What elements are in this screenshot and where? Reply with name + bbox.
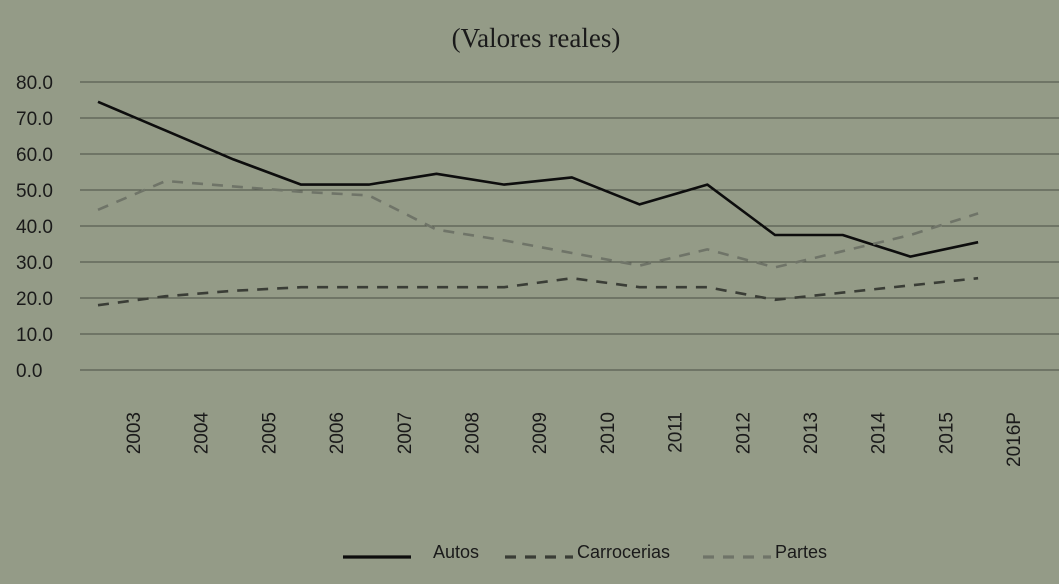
legend-label-partes: Partes [775,542,827,562]
y-tick-label: 80.0 [16,73,53,94]
x-tick-label: 2012 [733,412,754,454]
x-axis-ticks: 2003 2004 2005 2006 2007 2008 2009 2010 2011 2012… [124,412,1025,467]
legend-label-carrocerias: Carrocerias [577,542,670,562]
y-axis-ticks: 0.0 10.0 20.0 30.0 40.0 50.0 60.0 70.0 80.0 [16,73,53,382]
y-tick-label: 40.0 [16,217,53,238]
series-line-partes [97,179,979,269]
x-tick-label: 2004 [192,412,213,455]
y-tick-label: 50.0 [16,181,53,202]
x-tick-label: 2003 [124,412,145,454]
x-tick-label: 2011 [666,412,687,453]
x-tick-label: 2008 [463,412,484,454]
legend: Autos Carrocerias Partes [343,542,827,562]
series-line-carrocerias [97,276,979,307]
gridlines [80,81,1059,371]
chart-title: (Valores reales) [452,23,621,53]
y-tick-label: 60.0 [16,145,53,166]
series-line-autos [97,100,979,258]
x-tick-label: 2013 [801,412,822,454]
x-tick-label: 2006 [327,412,348,454]
series-lines [97,100,979,307]
x-tick-label: 2009 [530,412,551,454]
y-tick-label: 0.0 [16,361,42,382]
x-tick-label: 2015 [936,412,957,454]
x-tick-label: 2014 [869,412,890,455]
x-tick-label: 2007 [395,412,416,454]
legend-label-autos: Autos [433,542,479,562]
y-tick-label: 30.0 [16,253,53,274]
x-tick-label: 2016P [1004,412,1025,467]
y-tick-label: 10.0 [16,325,53,346]
y-tick-label: 70.0 [16,109,53,130]
y-tick-label: 20.0 [16,289,53,310]
x-tick-label: 2005 [259,412,280,454]
x-tick-label: 2010 [598,412,619,454]
